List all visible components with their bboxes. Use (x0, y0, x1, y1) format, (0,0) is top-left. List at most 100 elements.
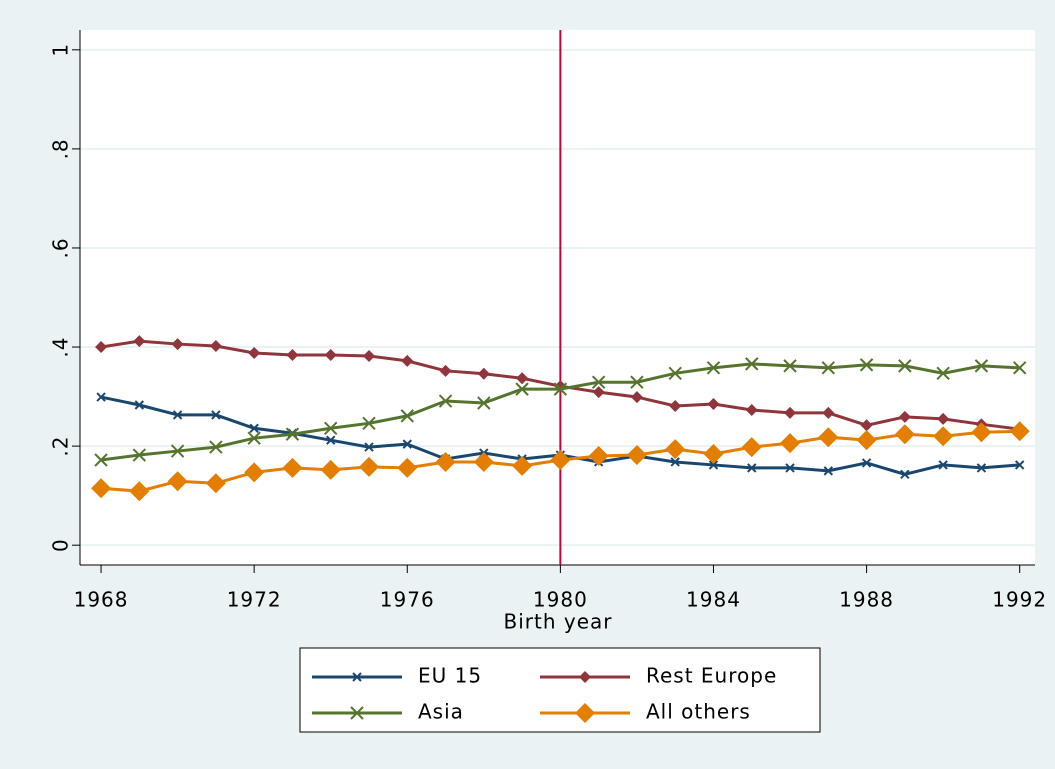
marker (400, 409, 414, 423)
marker (818, 427, 839, 448)
legend (299, 647, 821, 733)
marker (745, 357, 759, 371)
marker (96, 392, 106, 402)
legend-label: EU 15 (418, 664, 482, 688)
marker (362, 349, 375, 362)
marker (282, 457, 303, 478)
marker (132, 448, 147, 462)
marker (364, 442, 374, 452)
marker (402, 439, 412, 449)
legend-label: Rest Europe (646, 664, 777, 688)
marker (285, 427, 300, 441)
marker (324, 421, 338, 435)
marker (209, 340, 222, 353)
marker (856, 430, 877, 451)
marker (172, 410, 183, 420)
marker (209, 440, 223, 454)
marker (588, 446, 609, 467)
marker (1012, 361, 1027, 375)
marker (170, 444, 185, 458)
marker (1014, 460, 1025, 470)
marker (703, 444, 724, 465)
marker (785, 463, 795, 473)
marker (248, 346, 261, 359)
marker (669, 399, 682, 412)
marker (324, 348, 337, 361)
marker (512, 455, 533, 476)
marker (898, 359, 912, 373)
marker (244, 462, 265, 483)
marker (592, 386, 605, 399)
marker (823, 466, 834, 476)
y-tick-label: .6 (49, 237, 73, 258)
marker (397, 457, 418, 478)
marker (670, 457, 680, 467)
marker (706, 361, 721, 375)
marker (933, 426, 954, 447)
x-tick-label: 1972 (227, 588, 282, 612)
marker (898, 410, 911, 423)
marker (741, 437, 762, 458)
marker (976, 463, 987, 473)
marker (211, 410, 221, 420)
marker (286, 348, 299, 361)
marker (134, 400, 145, 410)
marker (167, 471, 188, 492)
x-tick-label: 1988 (839, 588, 894, 612)
marker (129, 481, 150, 502)
marker (821, 361, 836, 375)
marker (435, 451, 456, 472)
marker (708, 460, 719, 470)
marker (133, 335, 146, 348)
marker (553, 382, 568, 396)
marker (247, 431, 261, 445)
marker (783, 359, 797, 373)
marker (326, 435, 336, 445)
marker (626, 445, 647, 466)
marker (438, 394, 453, 408)
marker (971, 422, 992, 443)
y-tick-label: 0 (49, 538, 73, 552)
marker (362, 416, 376, 431)
marker (94, 453, 108, 467)
marker (745, 403, 758, 416)
marker (477, 396, 491, 410)
legend-marker (350, 706, 364, 720)
marker (205, 473, 226, 494)
marker (747, 463, 757, 473)
marker (91, 478, 112, 499)
x-tick-label: 1992 (992, 588, 1047, 612)
marker (780, 433, 801, 454)
marker (591, 375, 606, 389)
marker (938, 460, 948, 470)
marker (822, 406, 835, 419)
marker (937, 412, 950, 425)
y-tick-label: .2 (49, 436, 73, 457)
marker (550, 449, 571, 470)
marker (784, 406, 797, 419)
marker (894, 424, 915, 445)
marker (707, 398, 720, 411)
marker (477, 367, 490, 380)
marker (516, 372, 529, 385)
y-tick-label: .4 (49, 336, 73, 357)
x-axis-label: Birth year (504, 610, 613, 634)
legend-marker (352, 672, 362, 682)
legend-label: Asia (418, 700, 464, 724)
marker (1009, 421, 1030, 442)
marker (861, 458, 872, 468)
marker (171, 338, 184, 351)
marker (974, 359, 989, 373)
x-tick-label: 1984 (686, 588, 741, 612)
y-tick-label: .8 (49, 138, 73, 159)
marker (358, 456, 379, 477)
marker (473, 451, 494, 472)
marker (668, 366, 682, 380)
marker (439, 364, 452, 377)
marker (900, 469, 910, 480)
marker (859, 358, 874, 372)
marker (630, 375, 644, 389)
marker (936, 366, 950, 380)
marker (249, 423, 259, 433)
